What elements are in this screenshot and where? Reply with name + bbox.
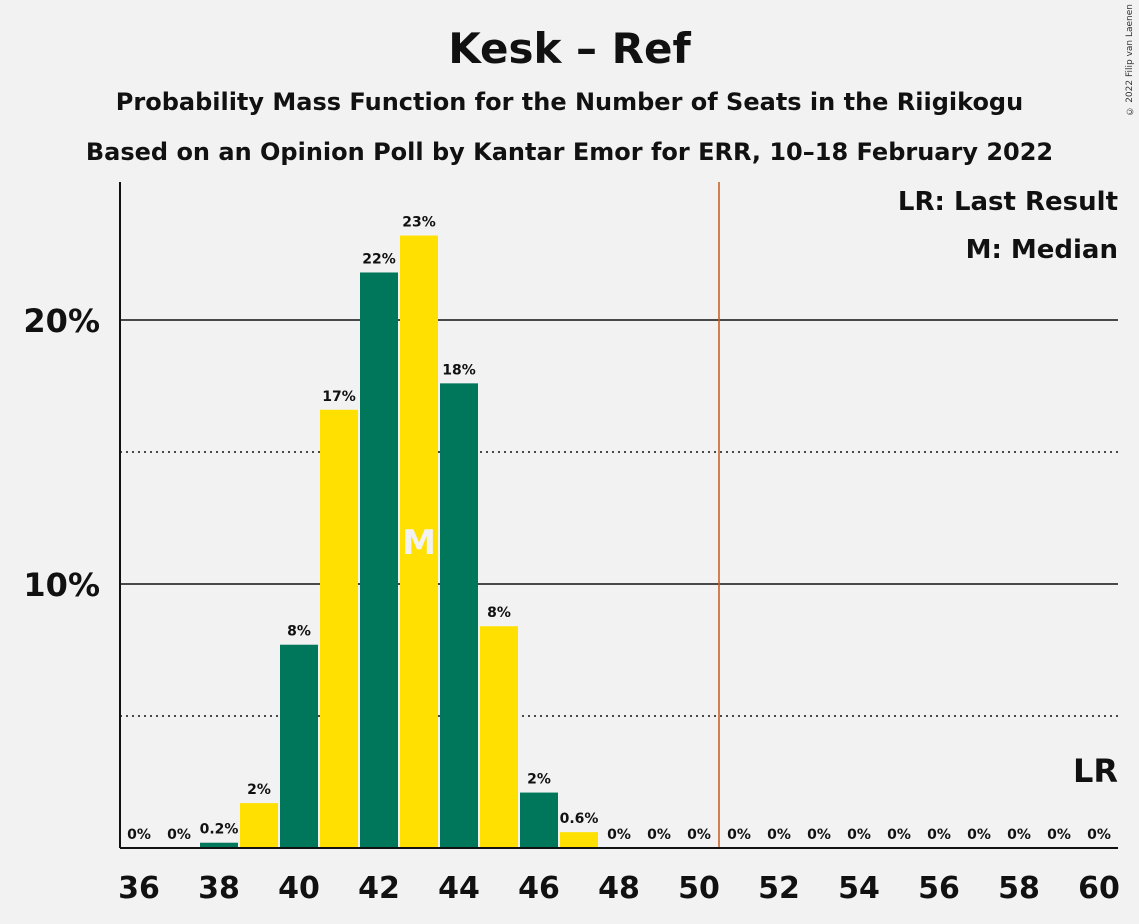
data-label: 22% <box>362 251 396 267</box>
data-label: 0% <box>927 827 951 843</box>
bar <box>440 383 478 848</box>
x-tick-label: 46 <box>518 871 560 906</box>
x-tick-label: 58 <box>998 871 1040 906</box>
data-label: 0% <box>127 827 151 843</box>
data-label: 0% <box>847 827 871 843</box>
data-label: 8% <box>487 605 511 621</box>
data-label: 0% <box>647 827 671 843</box>
chart-title: Kesk – Ref <box>448 24 691 73</box>
data-label: 0% <box>807 827 831 843</box>
data-label: 8% <box>287 624 311 640</box>
chart-subtitle: Probability Mass Function for the Number… <box>115 88 1024 116</box>
bar <box>280 644 318 848</box>
data-label: 2% <box>527 772 551 788</box>
bar <box>400 235 438 848</box>
data-label: 0% <box>967 827 991 843</box>
x-tick-label: 36 <box>118 871 160 906</box>
data-label: 0% <box>167 827 191 843</box>
data-label: 18% <box>442 362 476 378</box>
data-label: 0% <box>607 827 631 843</box>
legend-last-result: LR: Last Result <box>898 187 1118 217</box>
x-tick-label: 38 <box>198 871 240 906</box>
bar <box>560 832 598 848</box>
data-label: 2% <box>247 782 271 798</box>
x-tick-label: 54 <box>838 871 880 906</box>
bar <box>240 803 278 848</box>
bar <box>320 409 358 848</box>
data-label: 0.6% <box>560 811 599 827</box>
data-label: 17% <box>322 389 356 405</box>
bar <box>360 272 398 849</box>
median-marker: M <box>402 523 436 563</box>
x-tick-label: 52 <box>758 871 800 906</box>
bar <box>480 626 518 848</box>
data-label: 0% <box>767 827 791 843</box>
chart-subtitle-source: Based on an Opinion Poll by Kantar Emor … <box>85 138 1054 166</box>
data-label: 0% <box>887 827 911 843</box>
x-tick-label: 40 <box>278 871 320 906</box>
bar <box>520 792 558 848</box>
data-label: 0% <box>687 827 711 843</box>
data-label: 0% <box>727 827 751 843</box>
x-tick-label: 60 <box>1078 871 1120 906</box>
data-label: 0.2% <box>200 822 239 838</box>
y-tick-label: 20% <box>23 302 100 340</box>
y-tick-label: 10% <box>23 566 100 604</box>
data-label: 0% <box>1087 827 1111 843</box>
x-tick-label: 42 <box>358 871 400 906</box>
last-result-label: LR <box>1073 752 1118 790</box>
legend-median: M: Median <box>966 235 1118 265</box>
x-tick-label: 44 <box>438 871 480 906</box>
x-tick-label: 48 <box>598 871 640 906</box>
bar <box>200 842 238 848</box>
x-tick-label: 50 <box>678 871 720 906</box>
x-tick-label: 56 <box>918 871 960 906</box>
data-label: 0% <box>1047 827 1071 843</box>
data-label: 0% <box>1007 827 1031 843</box>
data-label: 23% <box>402 215 436 231</box>
